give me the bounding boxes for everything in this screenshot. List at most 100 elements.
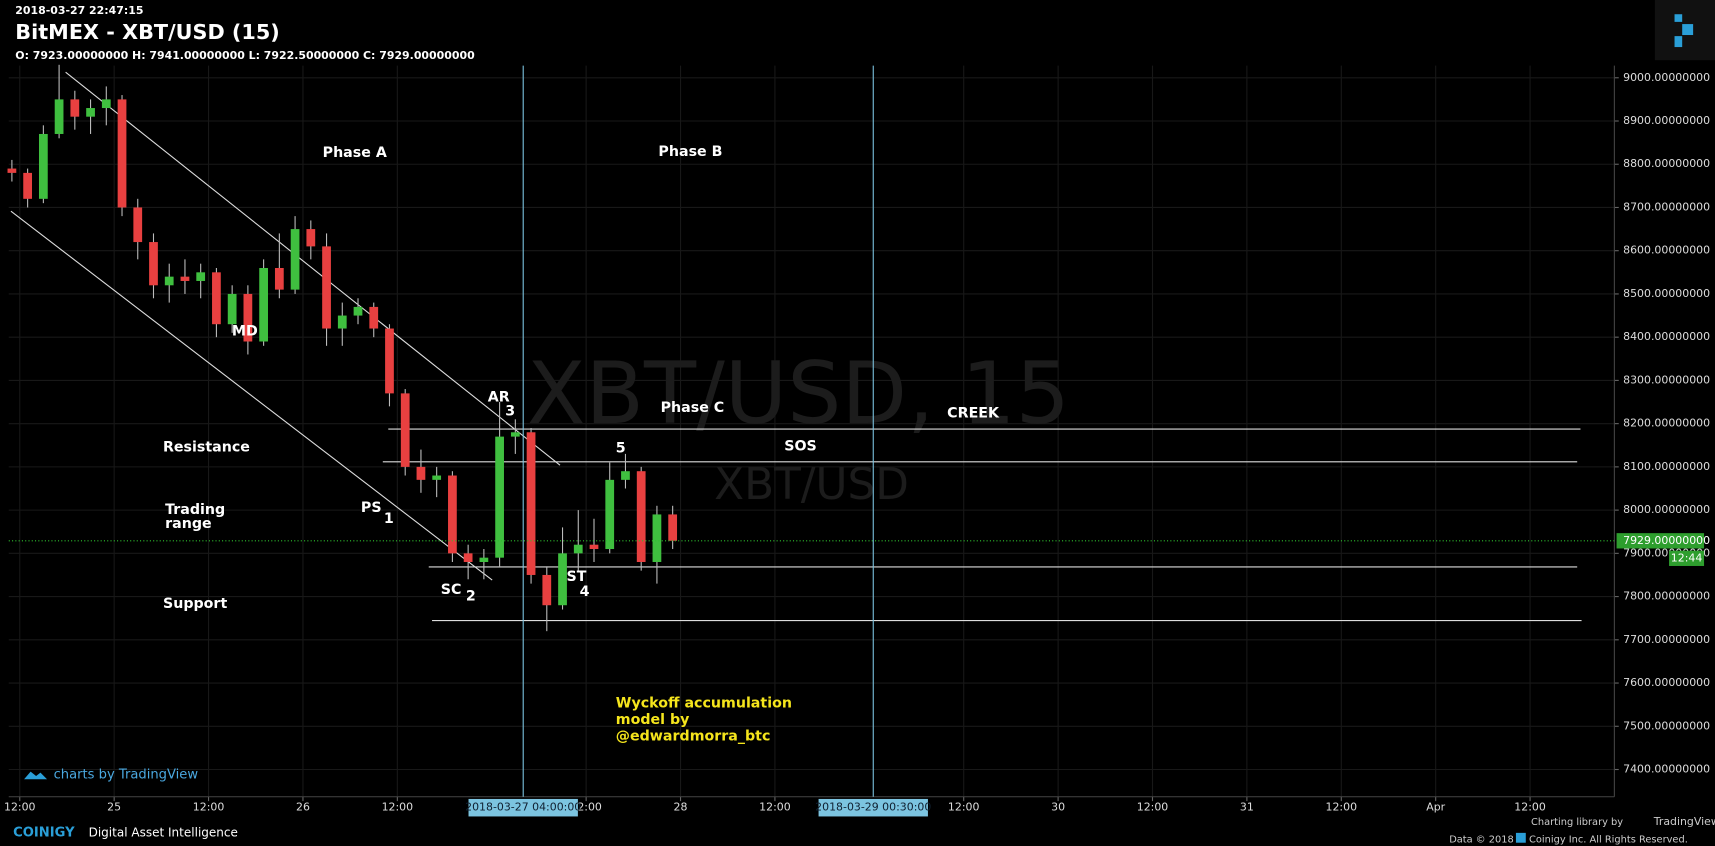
candle-body bbox=[54, 99, 64, 134]
y-tick-label: 7800.00000000 bbox=[1623, 590, 1710, 603]
candle-body bbox=[306, 229, 316, 247]
timestamp: 2018-03-27 22:47:15 bbox=[15, 4, 143, 17]
candle-body bbox=[369, 306, 379, 329]
credit: Wyckoff accumulation bbox=[616, 696, 792, 712]
candle-body bbox=[495, 436, 504, 558]
y-tick-label: 8400.00000000 bbox=[1623, 330, 1710, 343]
x-tick-label: 25 bbox=[107, 801, 121, 814]
candle-body bbox=[463, 553, 473, 562]
credit: model by bbox=[616, 712, 690, 728]
y-tick-label: 8700.00000000 bbox=[1623, 200, 1710, 213]
annotation: MD bbox=[232, 324, 258, 340]
x-tick-label: 12:00 bbox=[1326, 801, 1358, 814]
annotation: Support bbox=[163, 596, 227, 612]
annotation: Phase B bbox=[658, 144, 722, 160]
coinigy-icon bbox=[1515, 832, 1526, 843]
candle-body bbox=[149, 242, 158, 286]
candle-body bbox=[133, 207, 143, 243]
last-price-box bbox=[1616, 533, 1705, 549]
charts-by: charts by TradingView bbox=[54, 767, 199, 782]
y-tick-label: 7500.00000000 bbox=[1623, 719, 1710, 732]
x-tick-label: 12:00 bbox=[4, 801, 36, 814]
y-tick-label: 8600.00000000 bbox=[1623, 244, 1710, 257]
x-tick-label: 12:00 bbox=[1514, 801, 1546, 814]
candle-body bbox=[274, 268, 284, 290]
candle-body bbox=[416, 466, 426, 480]
candle-body bbox=[621, 471, 630, 480]
x-tick-label: 12:00 bbox=[948, 801, 980, 814]
candle-body bbox=[101, 99, 111, 109]
candle-body bbox=[164, 276, 174, 286]
y-tick-label: 8800.00000000 bbox=[1623, 157, 1710, 170]
candle-body bbox=[196, 272, 206, 281]
last-price-label: 7929.00000000 bbox=[1623, 534, 1710, 547]
annotation: AR bbox=[488, 389, 510, 405]
library: Charting library by bbox=[1531, 817, 1623, 828]
candle-body bbox=[400, 393, 410, 467]
crosshair-box bbox=[818, 798, 928, 817]
watermark: XBT/USD, 15 bbox=[527, 345, 1070, 444]
candle-body bbox=[558, 553, 567, 606]
annotation: 1 bbox=[384, 511, 394, 527]
y-tick-label: 9000.00000000 bbox=[1623, 71, 1710, 84]
annotation: 3 bbox=[505, 404, 515, 420]
candle-body bbox=[70, 99, 80, 117]
annotation: SOS bbox=[784, 439, 817, 455]
logo bbox=[1674, 14, 1694, 48]
tagline: Digital Asset Intelligence bbox=[89, 825, 238, 839]
candle-body bbox=[542, 574, 552, 606]
grid bbox=[8, 65, 1619, 802]
y-tick-label: 7700.00000000 bbox=[1623, 633, 1710, 646]
candle-body bbox=[479, 557, 489, 562]
candle-body bbox=[605, 479, 615, 550]
annotation: CREEK bbox=[947, 406, 1000, 422]
crosshair-label: 2018-03-27 04:00:00 bbox=[465, 801, 581, 814]
x-tick-label: 12:00 bbox=[759, 801, 791, 814]
x-tick-label: 12:00 bbox=[570, 801, 602, 814]
x-tick-label: 28 bbox=[674, 801, 688, 814]
y-tick-label: 7600.00000000 bbox=[1623, 676, 1710, 689]
crosshair-label: 2018-03-29 00:30:00 bbox=[815, 801, 931, 814]
annotation: Resistance bbox=[163, 440, 250, 456]
x-tick-label: 12:00 bbox=[193, 801, 225, 814]
x-tick-label: Apr bbox=[1426, 801, 1445, 814]
data-year: Data © 2018 bbox=[1449, 834, 1514, 845]
watermark-sub: XBT/USD bbox=[714, 459, 909, 510]
candle-body bbox=[668, 514, 678, 541]
candle-body bbox=[385, 328, 394, 394]
candle-body bbox=[212, 272, 221, 325]
x-tick-label: 26 bbox=[296, 801, 310, 814]
y-tick-label: 8500.00000000 bbox=[1623, 287, 1710, 300]
candle-body bbox=[510, 432, 520, 437]
candle-body bbox=[353, 306, 363, 316]
annotation: PS bbox=[361, 500, 382, 516]
y-tick-label: 8300.00000000 bbox=[1623, 373, 1710, 386]
channel-lower bbox=[10, 210, 493, 581]
x-tick-label: 12:00 bbox=[382, 801, 414, 814]
candle-body bbox=[589, 544, 599, 550]
candle-body bbox=[652, 514, 662, 562]
annotation: Phase C bbox=[661, 400, 725, 416]
annotation: 5 bbox=[616, 441, 626, 457]
ohlc: O: 7923.00000000 H: 7941.00000000 L: 792… bbox=[15, 49, 475, 62]
candle-body bbox=[636, 471, 646, 562]
annotation: 2 bbox=[466, 588, 476, 604]
annotation: range bbox=[165, 516, 212, 532]
candle-body bbox=[227, 293, 237, 325]
candle-body bbox=[180, 276, 190, 281]
x-tick-label: 30 bbox=[1051, 801, 1065, 814]
candle-body bbox=[243, 293, 253, 342]
y-tick-label: 7400.00000000 bbox=[1623, 763, 1710, 776]
credit: @edwardmorra_btc bbox=[616, 729, 771, 745]
candle-body bbox=[7, 168, 17, 173]
candle-body bbox=[23, 172, 33, 199]
annotation: SC bbox=[441, 582, 462, 598]
brand: COINIGY bbox=[13, 825, 75, 840]
x-tick-label: 31 bbox=[1240, 801, 1254, 814]
annotation: 4 bbox=[580, 584, 590, 600]
candle-body bbox=[448, 475, 457, 554]
candle-body bbox=[573, 544, 583, 554]
candle-body bbox=[117, 99, 127, 208]
crosshair-box bbox=[468, 798, 578, 817]
